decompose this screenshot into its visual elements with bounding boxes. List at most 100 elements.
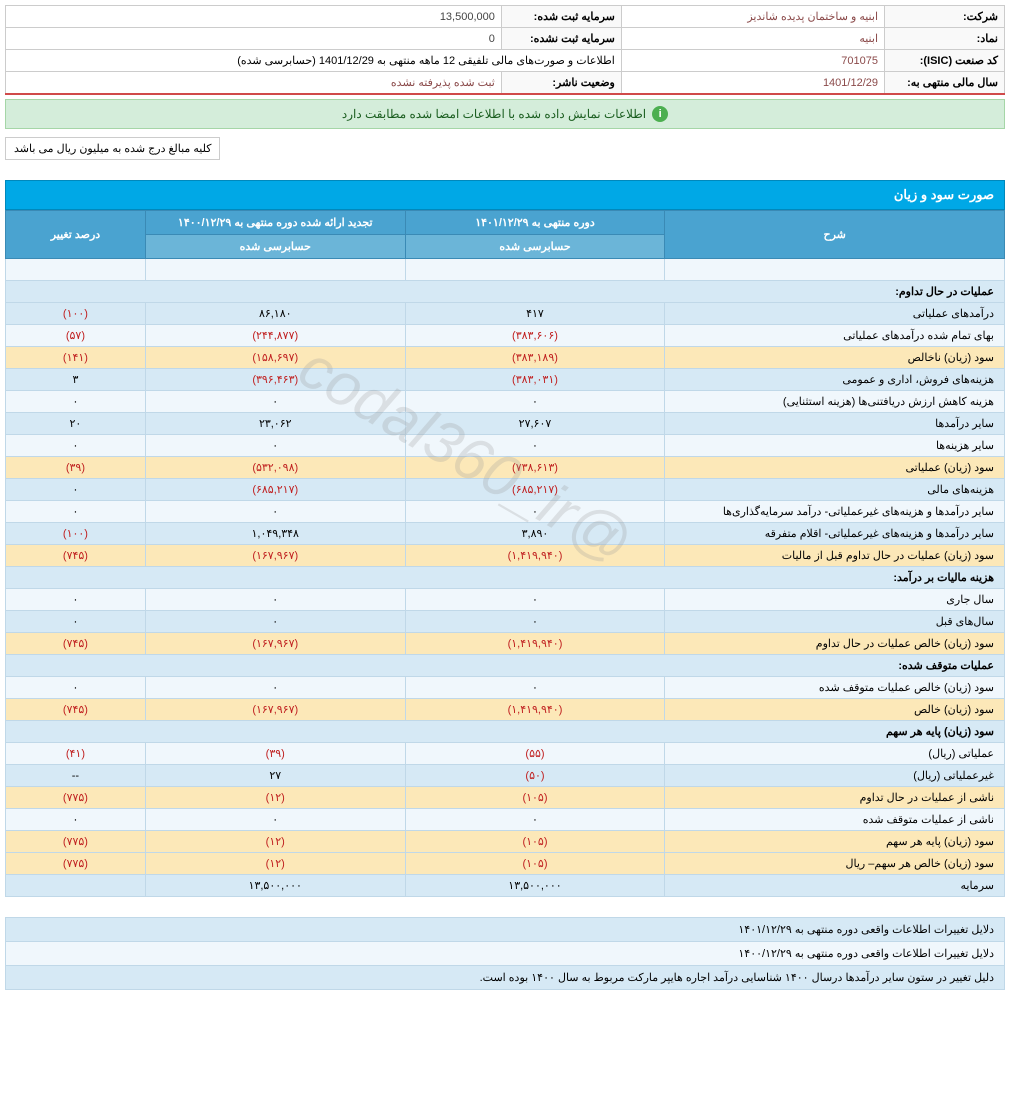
row-value: (۱,۴۱۹,۹۴۰) [405, 699, 665, 721]
row-value: ۱۳,۵۰۰,۰۰۰ [145, 875, 405, 897]
row-desc: سود (زیان) ناخالص [665, 347, 1005, 369]
row-desc: عملیاتی (ریال) [665, 743, 1005, 765]
row-value: (۱,۴۱۹,۹۴۰) [405, 633, 665, 655]
col-audited2: حسابرسی شده [145, 235, 405, 259]
footer-note-1: دلایل تغییرات اطلاعات واقعی دوره منتهی ب… [6, 942, 1005, 966]
row-header-cell: سود (زیان) پایه هر سهم [6, 721, 1005, 743]
row-value: ۰ [405, 435, 665, 457]
row-desc: سایر درآمدها [665, 413, 1005, 435]
row-value: ۴۱۷ [405, 303, 665, 325]
table-row: سال‌های قبل۰۰۰ [6, 611, 1005, 633]
row-header-cell: هزینه مالیات بر درآمد: [6, 567, 1005, 589]
capital-reg-value: 13,500,000 [6, 6, 502, 28]
row-desc: هزینه‌های فروش، اداری و عمومی [665, 369, 1005, 391]
info-icon: i [652, 106, 668, 122]
row-desc: سود (زیان) خالص هر سهم– ریال [665, 853, 1005, 875]
table-row: سود (زیان) خالص هر سهم– ریال(۱۰۵)(۱۲)(۷۷… [6, 853, 1005, 875]
row-value: ۲۳,۰۶۲ [145, 413, 405, 435]
row-desc: سایر درآمدها و هزینه‌های غیرعملیاتی- اقل… [665, 523, 1005, 545]
table-row: سود (زیان) خالص عملیات متوقف شده۰۰۰ [6, 677, 1005, 699]
row-value: (۶۸۵,۲۱۷) [405, 479, 665, 501]
row-value: (۶۸۵,۲۱۷) [145, 479, 405, 501]
row-value: (۵۷) [6, 325, 146, 347]
header-info-table: شرکت: ابنیه و ساختمان پدیده شاندیز سرمای… [5, 5, 1005, 95]
row-value: (۳۸۳,۶۰۶) [405, 325, 665, 347]
table-row: سایر درآمدها و هزینه‌های غیرعملیاتی- درآ… [6, 501, 1005, 523]
row-value: ۱,۰۴۹,۳۴۸ [145, 523, 405, 545]
table-row: درآمدهای عملیاتی۴۱۷۸۶,۱۸۰(۱۰۰) [6, 303, 1005, 325]
row-value: (۱۶۷,۹۶۷) [145, 699, 405, 721]
table-row: سود (زیان) عملیاتی(۷۳۸,۶۱۳)(۵۳۲,۰۹۸)(۳۹) [6, 457, 1005, 479]
capital-unreg-value: 0 [6, 28, 502, 50]
row-header-cell: عملیات متوقف شده: [6, 655, 1005, 677]
row-value: (۱۶۷,۹۶۷) [145, 545, 405, 567]
row-value: ۰ [145, 809, 405, 831]
row-value: ۰ [405, 589, 665, 611]
table-row: هزینه مالیات بر درآمد: [6, 567, 1005, 589]
table-row: سرمایه۱۳,۵۰۰,۰۰۰۱۳,۵۰۰,۰۰۰ [6, 875, 1005, 897]
row-value: (۴۱) [6, 743, 146, 765]
row-value: ۰ [405, 809, 665, 831]
col-period1: دوره منتهی به ۱۴۰۱/۱۲/۲۹ [405, 211, 665, 235]
table-row: سود (زیان) عملیات در حال تداوم قبل از ما… [6, 545, 1005, 567]
row-value: (۷۳۸,۶۱۳) [405, 457, 665, 479]
footer-note-0: دلایل تغییرات اطلاعات واقعی دوره منتهی ب… [6, 918, 1005, 942]
section-title: صورت سود و زیان [5, 180, 1005, 210]
row-value: (۵۰) [405, 765, 665, 787]
row-desc: بهای تمام شده درآمدهای عملیاتی [665, 325, 1005, 347]
row-value: ۰ [6, 479, 146, 501]
footer-note-2: دلیل تغییر در ستون سایر درآمدها درسال ۱۴… [6, 966, 1005, 990]
income-statement-table: شرح دوره منتهی به ۱۴۰۱/۱۲/۲۹ تجدید ارائه… [5, 210, 1005, 897]
row-value: ۰ [145, 391, 405, 413]
row-desc: درآمدهای عملیاتی [665, 303, 1005, 325]
row-value: (۱۲) [145, 831, 405, 853]
table-row: عملیاتی (ریال)(۵۵)(۳۹)(۴۱) [6, 743, 1005, 765]
table-row: سایر هزینه‌ها۰۰۰ [6, 435, 1005, 457]
report-period: اطلاعات و صورت‌های مالی تلفیقی 12 ماهه م… [6, 50, 622, 72]
row-desc: غیرعملیاتی (ریال) [665, 765, 1005, 787]
row-value: ۰ [405, 501, 665, 523]
table-row: عملیات در حال تداوم: [6, 281, 1005, 303]
table-row: سود (زیان) ناخالص(۳۸۳,۱۸۹)(۱۵۸,۶۹۷)(۱۴۱) [6, 347, 1005, 369]
table-row: هزینه‌های مالی(۶۸۵,۲۱۷)(۶۸۵,۲۱۷)۰ [6, 479, 1005, 501]
table-row: عملیات متوقف شده: [6, 655, 1005, 677]
row-desc: سود (زیان) خالص [665, 699, 1005, 721]
row-value: (۲۴۴,۸۷۷) [145, 325, 405, 347]
symbol-value: ابنیه [621, 28, 884, 50]
table-row: سایر درآمدها و هزینه‌های غیرعملیاتی- اقل… [6, 523, 1005, 545]
row-value: (۷۴۵) [6, 633, 146, 655]
capital-unreg-label: سرمایه ثبت نشده: [501, 28, 621, 50]
row-value: ۳,۸۹۰ [405, 523, 665, 545]
table-row: سود (زیان) خالص(۱,۴۱۹,۹۴۰)(۱۶۷,۹۶۷)(۷۴۵) [6, 699, 1005, 721]
row-value: ۰ [145, 501, 405, 523]
row-value: ۰ [6, 589, 146, 611]
row-value: (۱,۴۱۹,۹۴۰) [405, 545, 665, 567]
table-row: غیرعملیاتی (ریال)(۵۰)۲۷-- [6, 765, 1005, 787]
fy-value: 1401/12/29 [621, 72, 884, 95]
table-row: هزینه‌های فروش، اداری و عمومی(۳۸۳,۰۳۱)(۳… [6, 369, 1005, 391]
row-value: (۱۰۵) [405, 853, 665, 875]
row-desc: سود (زیان) خالص عملیات متوقف شده [665, 677, 1005, 699]
symbol-label: نماد: [885, 28, 1005, 50]
row-value: (۷۷۵) [6, 787, 146, 809]
row-value: ۰ [6, 611, 146, 633]
row-value: (۷۴۵) [6, 699, 146, 721]
row-value: ۰ [6, 677, 146, 699]
row-value: (۳۹۶,۴۶۳) [145, 369, 405, 391]
table-row: ناشی از عملیات متوقف شده۰۰۰ [6, 809, 1005, 831]
row-value: (۳۹) [6, 457, 146, 479]
row-desc: سود (زیان) پایه هر سهم [665, 831, 1005, 853]
footer-notes-table: دلایل تغییرات اطلاعات واقعی دوره منتهی ب… [5, 917, 1005, 990]
table-row: سال جاری۰۰۰ [6, 589, 1005, 611]
table-row: سایر درآمدها۲۷,۶۰۷۲۳,۰۶۲۲۰ [6, 413, 1005, 435]
row-value: ۰ [6, 809, 146, 831]
row-value: ۸۶,۱۸۰ [145, 303, 405, 325]
col-audited1: حسابرسی شده [405, 235, 665, 259]
row-desc: سود (زیان) خالص عملیات در حال تداوم [665, 633, 1005, 655]
row-value: (۱۲) [145, 787, 405, 809]
row-value: ۲۷,۶۰۷ [405, 413, 665, 435]
info-bar: i اطلاعات نمایش داده شده با اطلاعات امضا… [5, 99, 1005, 129]
row-desc: سود (زیان) عملیاتی [665, 457, 1005, 479]
row-value: (۱۵۸,۶۹۷) [145, 347, 405, 369]
row-value: ۰ [145, 435, 405, 457]
